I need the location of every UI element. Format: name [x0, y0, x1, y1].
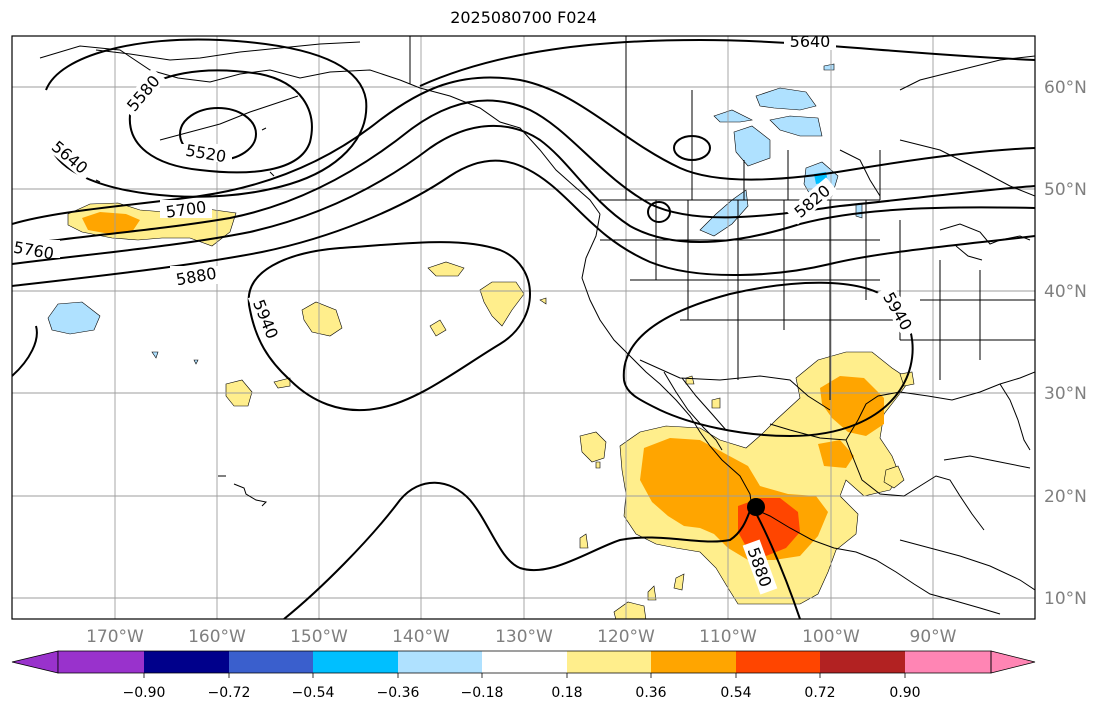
lon-label: 140°W	[392, 627, 450, 647]
gridlines	[12, 36, 1035, 619]
colorbar: −0.90 −0.72 −0.54 −0.36 −0.18 0.18 0.36 …	[11, 650, 1036, 701]
contour-labels: 5640 5580 5520 5640 5700 5760 5880 5940 …	[12, 32, 919, 595]
colorbar-segment	[144, 651, 229, 673]
storm-center-marker	[747, 498, 765, 516]
colorbar-tick: −0.18	[461, 685, 504, 701]
colorbar-tick: 0.18	[551, 685, 582, 701]
colorbar-tick: 0.90	[889, 685, 920, 701]
map-background	[12, 36, 1035, 619]
colorbar-tick: 0.72	[804, 685, 835, 701]
longitude-labels: 170°W 160°W 150°W 140°W 130°W 120°W 110°…	[86, 627, 957, 647]
contour-label: 5640	[790, 32, 831, 51]
lat-label: 60°N	[1044, 78, 1087, 98]
colorbar-segment	[58, 651, 144, 673]
map-frame	[11, 35, 1036, 620]
colorbar-segment	[651, 651, 736, 673]
lat-label: 30°N	[1044, 384, 1087, 404]
lat-label: 20°N	[1044, 487, 1087, 507]
lat-label: 40°N	[1044, 282, 1087, 302]
lon-label: 170°W	[86, 627, 144, 647]
colorbar-tick: −0.54	[292, 685, 335, 701]
height-contours	[12, 38, 1035, 619]
colorbar-segment	[229, 651, 313, 673]
lat-label: 50°N	[1044, 180, 1087, 200]
lon-label: 160°W	[188, 627, 246, 647]
coastlines	[39, 36, 1035, 615]
lon-label: 90°W	[910, 627, 957, 647]
colorbar-extend-high	[990, 650, 1036, 674]
colorbar-extend-low	[11, 650, 59, 674]
colorbar-tick: −0.36	[377, 685, 420, 701]
map-title: 2025080700 F024	[450, 8, 597, 27]
lon-label: 120°W	[597, 627, 655, 647]
lat-label: 10°N	[1044, 589, 1087, 609]
lon-label: 100°W	[802, 627, 860, 647]
colorbar-tick: 0.36	[635, 685, 666, 701]
colorbar-segment	[313, 651, 398, 673]
lon-label: 130°W	[495, 627, 553, 647]
lon-label: 150°W	[290, 627, 348, 647]
colorbar-segment	[905, 651, 991, 673]
latitude-labels: 60°N 50°N 40°N 30°N 20°N 10°N	[1044, 78, 1087, 609]
colorbar-tick: 0.54	[720, 685, 751, 701]
lon-label: 110°W	[699, 627, 757, 647]
colorbar-segment	[736, 651, 820, 673]
colorbar-segment	[482, 651, 567, 673]
colorbar-segment	[567, 651, 651, 673]
colorbar-tick: −0.72	[208, 685, 251, 701]
colorbar-segment	[820, 651, 905, 673]
colorbar-tick: −0.90	[123, 685, 166, 701]
colorbar-segment	[398, 651, 482, 673]
